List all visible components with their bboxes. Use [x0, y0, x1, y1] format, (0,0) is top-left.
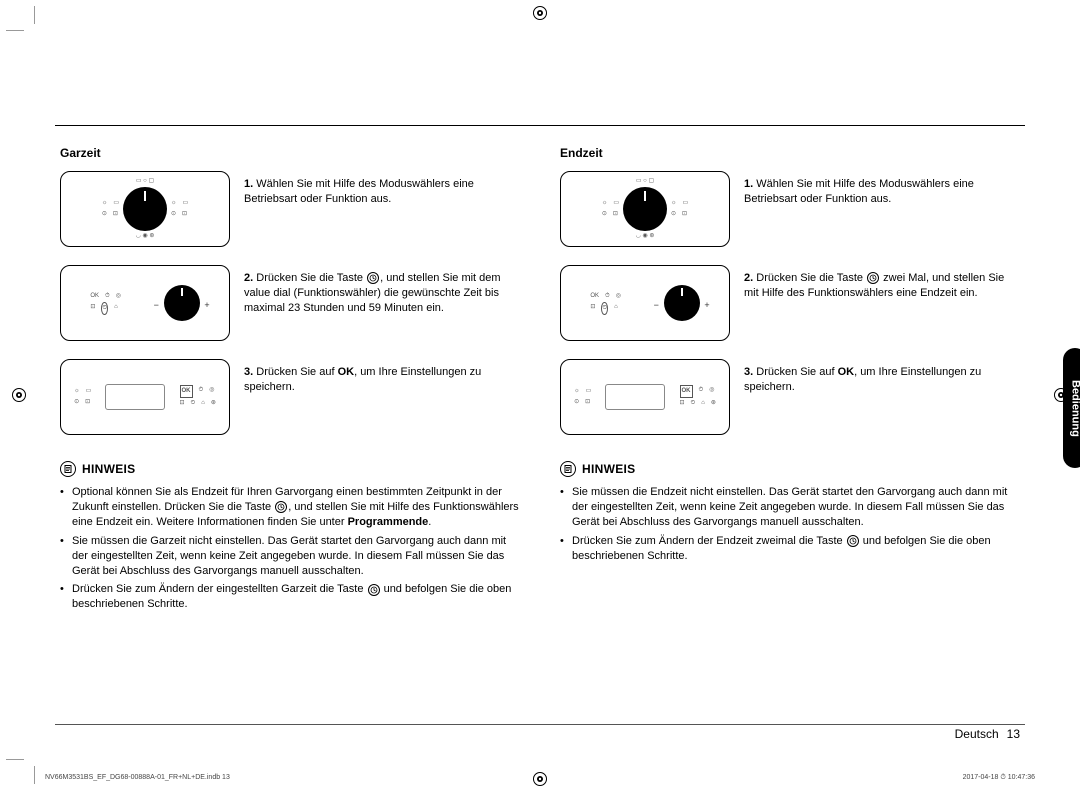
crop-tick	[6, 30, 24, 31]
crop-tick	[34, 6, 35, 24]
crop-tick	[6, 759, 24, 760]
control-panel-illustration: ☼▭⊙⊡ ▭ ○ ▢ ◡ ◉ ⊛ ☼▭⊙⊡	[60, 171, 230, 247]
control-panel-illustration: ☼▭⊙⊡ ▭ ○ ▢ ◡ ◉ ⊛ ☼▭⊙⊡	[560, 171, 730, 247]
step-row: ☼▭⊙⊡ ▭ ○ ▢ ◡ ◉ ⊛ ☼▭⊙⊡ 1. Wählen Sie mit …	[60, 171, 520, 251]
step-text: 2. Drücken Sie die Taste , und stellen S…	[244, 265, 520, 316]
list-item: Sie müssen die Endzeit nicht einstellen.…	[560, 485, 1020, 530]
print-footer-right: 2017-04-18 ⏱ 10:47:36	[963, 773, 1035, 782]
notes-list: Sie müssen die Endzeit nicht einstellen.…	[560, 485, 1020, 563]
print-footer-left: NV66M3531BS_EF_DG68-00888A-01_FR+NL+DE.i…	[45, 773, 230, 782]
note-heading: HINWEIS	[60, 461, 520, 477]
control-panel-illustration: OK⏱◎ ⊡⏲⌂ − +	[560, 265, 730, 341]
step-text: 1. Wählen Sie mit Hilfe des Moduswählers…	[244, 171, 520, 207]
list-item: Drücken Sie zum Ändern der Endzeit zweim…	[560, 534, 1020, 564]
page-rule-bottom	[55, 724, 1025, 725]
list-item: Optional können Sie als Endzeit für Ihre…	[60, 485, 520, 530]
control-panel-illustration: ☼▭⊙⊡ OK⏱◎ ⊡⏲⌂⊛	[60, 359, 230, 435]
side-tab: Bedienung	[1063, 348, 1080, 468]
page-footer: Deutsch13	[955, 726, 1020, 742]
clock-icon	[867, 272, 879, 284]
step-row: ☼▭⊙⊡ OK⏱◎ ⊡⏲⌂⊛ 3. Drücken Sie auf OK, um…	[60, 359, 520, 439]
crop-mark-top	[533, 6, 547, 20]
step-text: 2. Drücken Sie die Taste zwei Mal, und s…	[744, 265, 1020, 301]
clock-icon	[367, 272, 379, 284]
step-row: ☼▭⊙⊡ ▭ ○ ▢ ◡ ◉ ⊛ ☼▭⊙⊡ 1. Wählen Sie mit …	[560, 171, 1020, 251]
crop-tick	[34, 766, 35, 784]
step-text: 3. Drücken Sie auf OK, um Ihre Einstellu…	[744, 359, 1020, 395]
step-text: 1. Wählen Sie mit Hilfe des Moduswählers…	[744, 171, 1020, 207]
list-item: Drücken Sie zum Ändern der eingestellten…	[60, 582, 520, 612]
section-title: Endzeit	[560, 145, 1020, 161]
step-row: OK⏱◎ ⊡⏲⌂ − + 2. Drücken Sie die Taste , …	[60, 265, 520, 345]
control-panel-illustration: OK⏱◎ ⊡⏲⌂ − +	[60, 265, 230, 341]
column-endzeit: Endzeit ☼▭⊙⊡ ▭ ○ ▢ ◡ ◉ ⊛ ☼▭⊙⊡ 1. Wählen …	[560, 145, 1020, 710]
section-title: Garzeit	[60, 145, 520, 161]
step-text: 3. Drücken Sie auf OK, um Ihre Einstellu…	[244, 359, 520, 395]
clock-icon	[368, 584, 380, 596]
step-row: OK⏱◎ ⊡⏲⌂ − + 2. Drücken Sie die Taste zw…	[560, 265, 1020, 345]
clock-icon	[275, 501, 287, 513]
step-row: ☼▭⊙⊡ OK⏱◎ ⊡⏲⌂⊛ 3. Drücken Sie auf OK, um…	[560, 359, 1020, 439]
column-garzeit: Garzeit ☼▭⊙⊡ ▭ ○ ▢ ◡ ◉ ⊛ ☼▭⊙⊡ 1. Wählen …	[60, 145, 520, 710]
page-rule-top	[55, 125, 1025, 126]
control-panel-illustration: ☼▭⊙⊡ OK⏱◎ ⊡⏲⌂⊛	[560, 359, 730, 435]
list-item: Sie müssen die Garzeit nicht einstellen.…	[60, 534, 520, 579]
note-icon	[60, 461, 76, 477]
page-content: Garzeit ☼▭⊙⊡ ▭ ○ ▢ ◡ ◉ ⊛ ☼▭⊙⊡ 1. Wählen …	[60, 145, 1020, 710]
crop-mark-bottom	[533, 772, 547, 786]
crop-mark-left	[12, 388, 26, 402]
note-heading: HINWEIS	[560, 461, 1020, 477]
clock-icon	[847, 535, 859, 547]
note-icon	[560, 461, 576, 477]
notes-list: Optional können Sie als Endzeit für Ihre…	[60, 485, 520, 612]
